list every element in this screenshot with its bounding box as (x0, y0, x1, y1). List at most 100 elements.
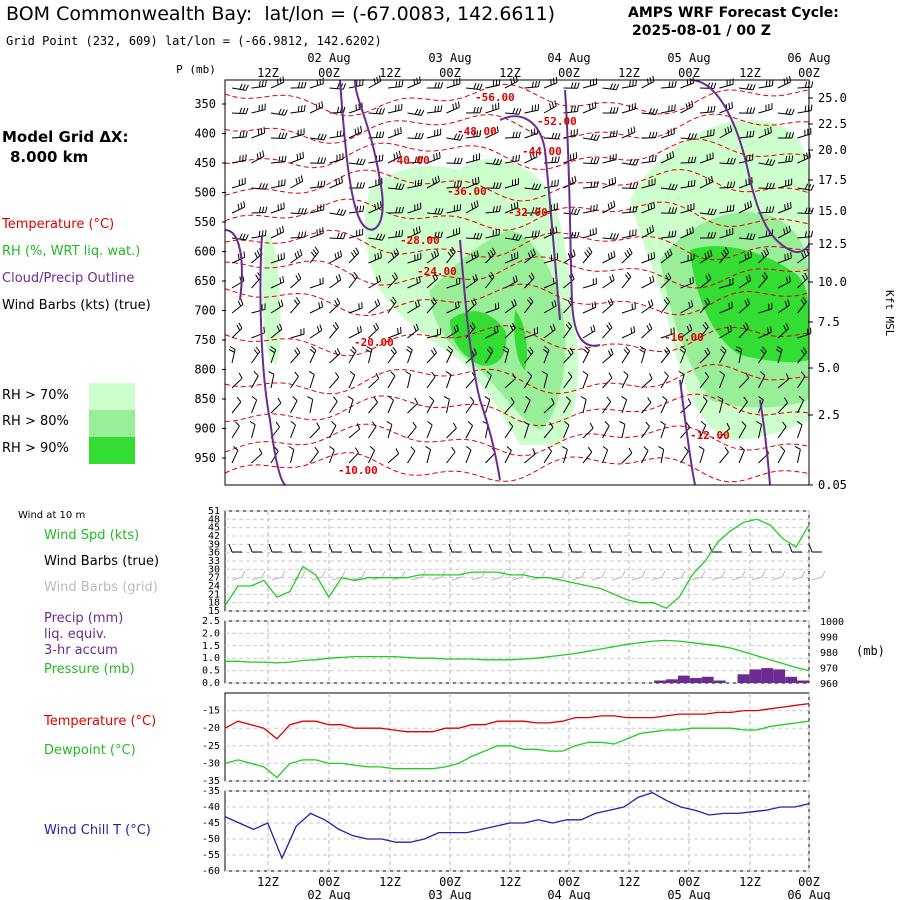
time-tick-label: 00Z (678, 875, 700, 889)
temp-panel-tick-label: -25 (202, 741, 220, 752)
wind-barb (446, 246, 456, 264)
wind-barb (797, 347, 807, 364)
wind-barb (563, 82, 580, 89)
wind-barb (465, 130, 482, 139)
wind-barb (797, 104, 813, 114)
precip-bar (666, 679, 678, 683)
wind-barb (738, 107, 756, 114)
wind-barb-grid (591, 570, 606, 581)
wind-barb (699, 273, 712, 289)
wind-barb (407, 179, 423, 189)
wind-barb (758, 302, 773, 314)
wind-barb (621, 247, 633, 264)
wind-barb (563, 128, 578, 139)
precip-liq-label: liq. equiv. (44, 627, 107, 642)
wind-barb (485, 158, 503, 166)
wind-barb (641, 323, 653, 339)
wind-barb (465, 298, 477, 314)
wind-barb (699, 321, 709, 339)
wind-barb-true (688, 543, 702, 553)
pressure-tick-label: 550 (194, 215, 216, 229)
wind-barb (758, 229, 774, 239)
wind-barb (348, 371, 356, 389)
wind-barb (758, 126, 772, 139)
wind-barb (719, 370, 725, 389)
wind-barb (368, 372, 380, 389)
wind-barb (699, 175, 714, 189)
wind-barb (426, 105, 443, 114)
wind-barb (307, 396, 314, 414)
wind-barb (777, 323, 790, 339)
wind-barb (504, 322, 516, 339)
wind-barb (387, 346, 397, 364)
wind-barb (523, 420, 530, 439)
wind-barb (621, 346, 631, 364)
wind-barb (426, 207, 444, 215)
wind-barb (680, 132, 697, 140)
wind-barb (738, 250, 753, 264)
wind-barb (717, 396, 724, 414)
wind-barb (621, 205, 638, 214)
wind-barb (794, 446, 801, 464)
wind-barb (543, 226, 558, 239)
wind-barb (290, 81, 307, 89)
wind-barb (368, 131, 385, 139)
cross-section-panel: -56.00 -52.00 -48.00 -44.00 -40.00 -36.00 -32.… (176, 63, 896, 492)
wind-barb (602, 372, 613, 389)
wind-barb (602, 176, 617, 189)
wind-barb (738, 177, 753, 189)
precip-panel-frame (224, 620, 810, 684)
wind-barb (426, 175, 440, 189)
wind-barb (504, 397, 515, 414)
wind-barb (445, 370, 452, 389)
wind-barb (680, 398, 692, 414)
wind-barb (797, 396, 805, 414)
time-tick-label: 00Z (318, 875, 340, 889)
wind-spd-label: Wind Spd (kts) (44, 528, 140, 543)
wind-barb (543, 100, 557, 114)
wind-barb (582, 446, 593, 464)
wind-barb (485, 102, 500, 114)
wind-barb (680, 253, 695, 264)
pressure-tick-label: 600 (194, 245, 216, 259)
wind-barb (309, 246, 320, 264)
wind-barb (251, 371, 259, 389)
wind-barb-grid (811, 570, 826, 581)
temp-panel-tick-label: -30 (202, 758, 220, 769)
precip-panel-tick-label: 0.0 (202, 678, 220, 689)
pressure-tick-label: 400 (194, 127, 216, 141)
wind-barb (582, 301, 597, 314)
wind-barb (231, 322, 243, 339)
wind-barb (485, 325, 499, 339)
wind-barb (602, 83, 620, 91)
wind-barb (621, 302, 636, 314)
isotherms (224, 83, 810, 483)
legend-wind-barbs: Wind Barbs (kts) (true) (2, 298, 151, 313)
wind-barb (270, 225, 285, 239)
wind-barb (660, 230, 677, 239)
wind-barb (602, 348, 614, 364)
wind-barb (738, 274, 752, 289)
pressure-tick-label: 750 (194, 333, 216, 347)
wind-barb (446, 157, 463, 164)
wind-barb-true (228, 543, 242, 553)
wind-barb (465, 200, 479, 214)
wind-barb (329, 232, 346, 240)
wind-barb (290, 297, 301, 314)
time-tick-label: 00Z (678, 66, 700, 80)
wind-barb (231, 177, 246, 189)
wind-barb (680, 203, 695, 214)
model-grid-label: Model Grid ΔX: (2, 128, 129, 146)
wind-barb (582, 157, 600, 165)
cloud-outline-col3 (499, 115, 561, 321)
wind-barb (329, 396, 338, 414)
wind-barb-true (288, 543, 302, 553)
wind-barb-true (808, 543, 822, 553)
wind-barb (387, 326, 402, 339)
windchill-label: Wind Chill T (°C) (44, 823, 151, 838)
wind-barb-grid (571, 570, 586, 581)
isotherm-labels: -56.00 -52.00 -48.00 -44.00 -40.00 -36.00 -32.… (338, 91, 730, 477)
wind-barb (231, 107, 249, 115)
precip-panel-tick-label: 2.0 (202, 628, 220, 639)
